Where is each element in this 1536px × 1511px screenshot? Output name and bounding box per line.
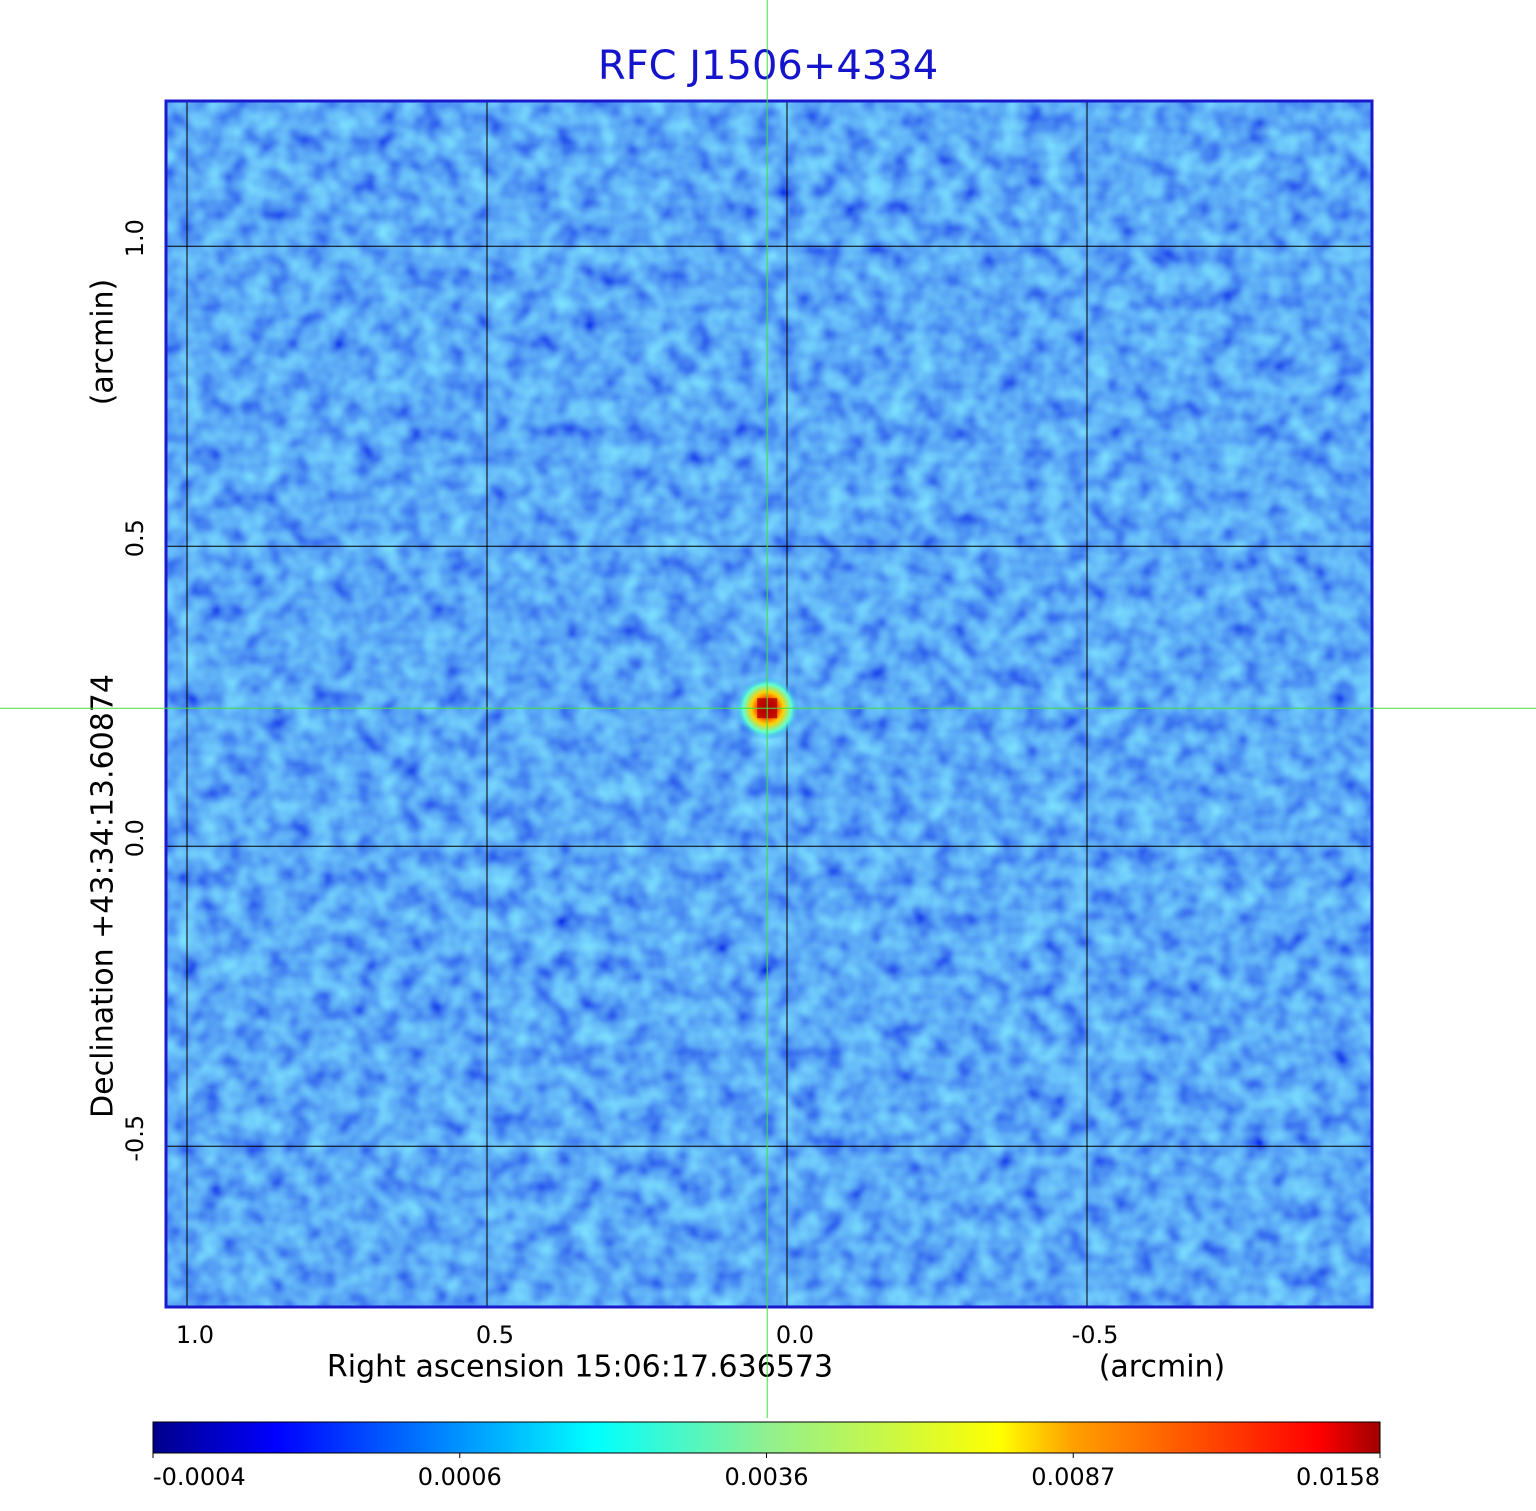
frame — [164, 99, 1374, 1309]
colorbar-tick-label: 0.0036 — [725, 1463, 809, 1491]
y-tick-label: -0.5 — [121, 1115, 149, 1162]
colorbar-tick-label: -0.0004 — [153, 1463, 246, 1491]
x-axis-label: Right ascension 15:06:17.636573 — [327, 1350, 833, 1385]
y-axis-unit: (arcmin) — [86, 279, 121, 406]
colorbar-tick-label: 0.0006 — [418, 1463, 502, 1491]
chart-title: RFC J1506+4334 — [598, 43, 938, 89]
y-tick-label: 1.0 — [121, 219, 149, 257]
y-axis-label: Declination +43:34:13.60874 — [86, 674, 121, 1118]
x-tick-label: -0.5 — [1072, 1321, 1119, 1349]
y-tick-label: 0.5 — [121, 519, 149, 557]
colorbar-tick-label: 0.0158 — [1296, 1463, 1380, 1491]
x-tick-label: 0.0 — [776, 1321, 814, 1349]
colorbar-tick-label: 0.0087 — [1031, 1463, 1115, 1491]
x-axis-unit: (arcmin) — [1099, 1350, 1226, 1385]
y-tick-label: 0.0 — [121, 819, 149, 857]
x-tick-label: 0.5 — [476, 1321, 514, 1349]
colorbar — [152, 1421, 1381, 1454]
x-tick-label: 1.0 — [176, 1321, 214, 1349]
